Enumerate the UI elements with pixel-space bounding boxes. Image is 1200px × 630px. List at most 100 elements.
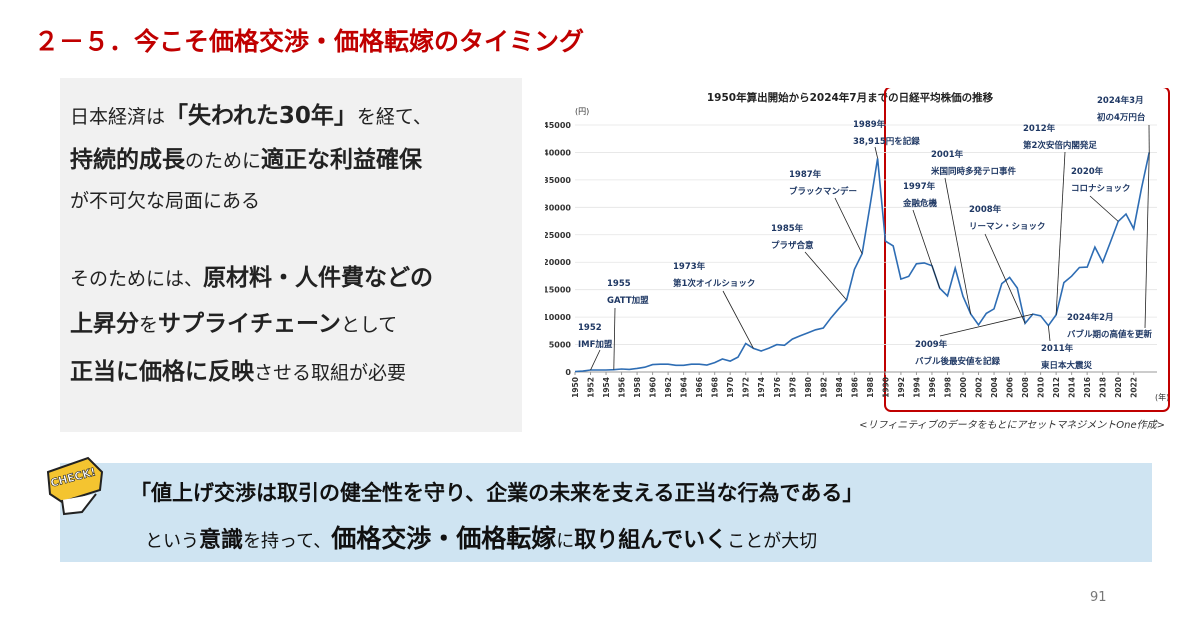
annotation-text: 1997年	[903, 181, 936, 192]
annotation-text: 東日本大震災	[1041, 360, 1093, 371]
annotation-leader	[613, 307, 616, 370]
conclusion-segment: 価格交渉・価格転嫁	[331, 524, 557, 553]
message-segment: のために	[185, 150, 262, 172]
badge-shape	[46, 456, 104, 504]
x-tick-label: 2010	[1037, 377, 1046, 398]
x-tick-label: 2012	[1052, 377, 1061, 398]
annotation-text: 初の4万円台	[1097, 112, 1146, 123]
x-tick-label: 1972	[742, 377, 751, 398]
annotation-text: 1985年	[771, 223, 804, 234]
annotation-leader	[722, 290, 754, 349]
message-segment: などの	[364, 265, 434, 291]
x-tick-label: 1956	[618, 377, 627, 398]
x-tick-label: 1962	[664, 377, 673, 398]
conclusion-segment: 意識	[199, 528, 244, 553]
message-segment: サプライチェーン	[158, 311, 341, 337]
message-segment: 正当に価格に反映	[70, 359, 254, 385]
x-tick-label: 1954	[602, 377, 611, 398]
x-tick-label: 2022	[1130, 377, 1139, 398]
x-tick-label: 1992	[897, 377, 906, 398]
x-tick-label: 1990	[881, 377, 890, 398]
annotation-text: 1987年	[789, 169, 822, 180]
message-segment: させる取組が必要	[254, 362, 407, 384]
x-tick-label: 1970	[726, 377, 735, 398]
conclusion-text: という意識を持って、価格交渉・価格転嫁に取り組んでいくことが大切	[145, 519, 817, 555]
annotation-text: 1952	[578, 323, 602, 333]
x-tick-label: 2020	[1114, 377, 1123, 398]
annotation-text: リーマン・ショック	[969, 221, 1046, 232]
x-tick-label: 1960	[649, 377, 658, 398]
hand-shape	[61, 493, 97, 516]
message-line: 日本経済は「失われた30年」を経て、	[70, 96, 432, 130]
message-line: 持続的成長のために適正な利益確保	[70, 140, 422, 174]
x-tick-label: 1994	[912, 377, 921, 398]
annotation-text: 2011年	[1041, 343, 1074, 354]
x-tick-label: 1988	[866, 377, 875, 398]
x-tick-label: 1996	[928, 377, 937, 398]
annotation-text: ブラックマンデー	[789, 186, 857, 197]
message-segment: 上昇分	[70, 311, 139, 337]
price-line	[574, 152, 1150, 373]
y-tick-label: 10000	[545, 313, 571, 322]
y-tick-label: 30000	[545, 203, 571, 212]
conclusion-segment: 取り組んでいく	[574, 528, 728, 553]
y-tick-label: 40000	[545, 148, 571, 157]
message-segment: 日本経済は	[70, 106, 166, 128]
x-tick-label: 1966	[695, 377, 704, 398]
y-tick-label: 20000	[545, 258, 571, 267]
annotation-leader	[874, 146, 879, 159]
message-segment: として	[340, 314, 398, 336]
message-segment: 原材料・人件費	[203, 265, 365, 291]
x-tick-label: 2006	[1006, 377, 1015, 398]
annotation-text: 1973年	[673, 261, 706, 272]
annotation-text: 1989年	[853, 119, 886, 130]
conclusion-segment: という	[145, 531, 199, 552]
x-tick-label: 1974	[757, 377, 766, 398]
annotation-leader	[1047, 325, 1051, 342]
annotation-text: プラザ合意	[771, 240, 814, 251]
x-tick-label: 1976	[773, 377, 782, 398]
x-tick-label: 1980	[804, 377, 813, 398]
conclusion-segment: を持って、	[243, 531, 332, 552]
x-unit: (年)	[1155, 392, 1169, 402]
x-tick-label: 1978	[788, 377, 797, 398]
x-tick-label: 1982	[819, 377, 828, 398]
annotation-text: 2024年3月	[1097, 95, 1144, 106]
y-tick-label: 0	[565, 368, 571, 377]
y-tick-label: 45000	[545, 121, 571, 130]
message-line: 正当に価格に反映させる取組が必要	[70, 352, 406, 386]
y-unit: (円)	[575, 107, 589, 116]
annotation-text: 2009年	[915, 339, 948, 350]
annotation-text: 38,915円を記録	[853, 136, 920, 147]
annotation-leader	[1089, 195, 1119, 222]
y-tick-label: 25000	[545, 231, 571, 240]
conclusion-segment: ことが大切	[727, 531, 818, 552]
conclusion-box: 「値上げ交渉は取引の健全性を守り、企業の未来を支える正当な行為である」 という意…	[60, 463, 1152, 562]
annotation-text: 金融危機	[902, 198, 938, 209]
message-segment: 「失われた30年」	[165, 103, 357, 129]
message-segment: 適正な利益確保	[261, 147, 423, 173]
x-tick-label: 1958	[633, 377, 642, 398]
y-tick-label: 15000	[545, 286, 571, 295]
slide-title: ２－５．今こそ価格交渉・価格転嫁のタイミング	[34, 27, 585, 56]
chart: 1950年算出開始から2024年7月までの日経平均株価の推移 (円) (年) <…	[545, 88, 1170, 431]
message-line: そのためには、原材料・人件費などの	[70, 258, 433, 292]
annotation-text: 2008年	[969, 204, 1002, 215]
x-tick-label: 2004	[990, 377, 999, 398]
annotation-leader	[1144, 152, 1150, 329]
message-segment: そのためには、	[70, 268, 204, 290]
annotation-text: GATT加盟	[607, 295, 649, 306]
annotation-text: IMF加盟	[578, 339, 613, 350]
annotation-text: 2001年	[931, 149, 964, 160]
x-tick-label: 2008	[1021, 377, 1030, 398]
x-tick-label: 1950	[571, 377, 580, 398]
annotation-text: 1955	[607, 279, 631, 289]
conclusion-segment: に	[556, 531, 575, 552]
annotation-text: 2012年	[1023, 123, 1056, 134]
conclusion-quote: 「値上げ交渉は取引の健全性を守り、企業の未来を支える正当な行為である」	[130, 481, 864, 505]
x-tick-label: 1998	[943, 377, 952, 398]
annotation-text: コロナショック	[1071, 183, 1131, 194]
x-tick-label: 2000	[959, 377, 968, 398]
annotation-text: バブル後最安値を記録	[915, 356, 1001, 367]
